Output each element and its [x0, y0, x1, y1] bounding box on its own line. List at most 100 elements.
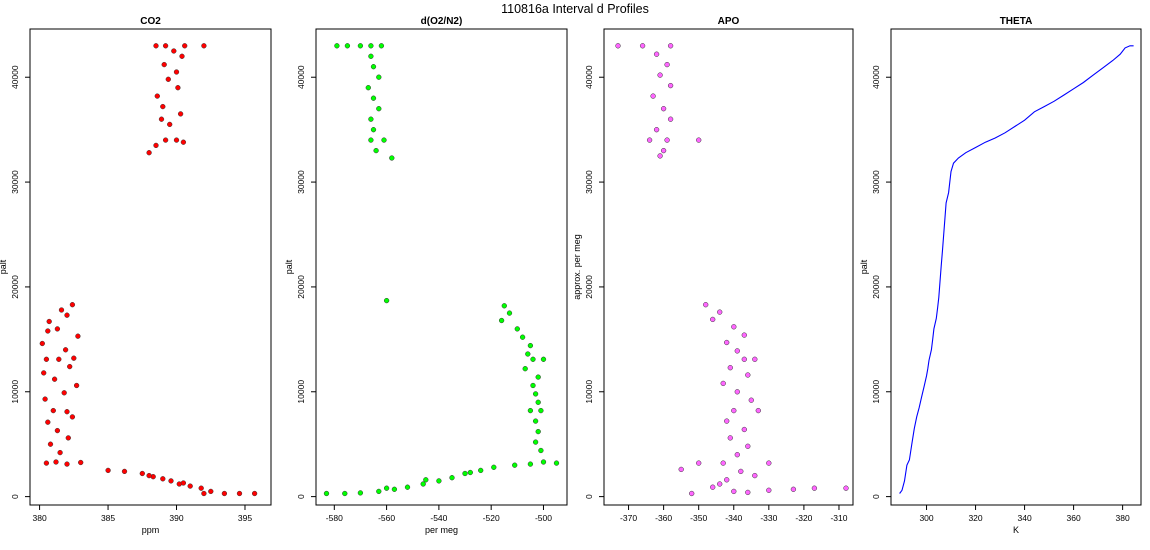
panel-3: APO approx. per meg -370 -360 -350 -340 -330 -3…: [572, 16, 854, 523]
data-point: [64, 409, 70, 415]
data-point: [436, 478, 442, 484]
data-point: [171, 48, 177, 54]
data-point: [57, 449, 63, 456]
plot-frame: [29, 28, 272, 506]
data-point: [376, 106, 382, 112]
data-point: [667, 43, 674, 49]
plot-frame: [315, 28, 568, 506]
data-point: [391, 486, 398, 492]
y-tick-label: 0: [584, 494, 594, 499]
data-point: [180, 480, 187, 486]
data-point: [734, 452, 740, 458]
data-point: [664, 137, 670, 143]
data-point: [139, 470, 145, 477]
panel-title: APO: [718, 16, 740, 27]
y-tick-label: 40000: [296, 65, 306, 89]
data-point: [527, 407, 534, 414]
data-point: [62, 347, 69, 353]
data-point: [748, 397, 754, 403]
data-point: [53, 459, 59, 465]
x-tick-label: -580: [326, 513, 343, 523]
data-point: [731, 324, 737, 330]
data-point: [449, 475, 455, 481]
data-point: [42, 396, 48, 402]
data-point: [376, 488, 382, 495]
x-tick-label: -370: [620, 513, 637, 523]
data-point: [160, 476, 166, 482]
data-point: [615, 43, 621, 49]
plot-frame: [890, 28, 1142, 506]
data-point: [467, 469, 473, 476]
y-tick-label: 0: [871, 494, 881, 499]
data-point: [553, 460, 560, 466]
data-point: [653, 51, 660, 57]
data-point: [370, 95, 377, 101]
data-point: [334, 43, 340, 49]
x-tick-label: -540: [430, 513, 447, 523]
data-point: [519, 334, 526, 340]
data-point: [368, 53, 374, 59]
data-point: [752, 472, 758, 479]
data-point: [46, 318, 52, 325]
data-point: [344, 43, 351, 49]
y-axis-label: approx. per meg: [572, 234, 582, 300]
data-point: [660, 106, 667, 112]
data-point: [167, 121, 173, 128]
data-point: [64, 461, 70, 467]
y-tick-label: 20000: [871, 275, 881, 299]
x-axis-label: ppm: [142, 525, 160, 535]
data-point: [146, 150, 152, 156]
data-point: [45, 328, 51, 334]
data-point: [752, 356, 758, 362]
data-point: [512, 462, 518, 468]
data-point: [724, 339, 730, 346]
data-point: [498, 317, 505, 324]
x-tick-label: -520: [483, 513, 500, 523]
data-point: [43, 356, 50, 362]
panel-title: d(O2/N2): [421, 16, 463, 27]
data-point: [696, 460, 702, 466]
data-point: [731, 407, 737, 414]
data-point: [538, 447, 544, 454]
panel-title: CO2: [140, 16, 161, 27]
data-point: [530, 356, 536, 362]
data-point: [251, 490, 258, 497]
y-tick-label: 10000: [10, 380, 20, 404]
data-point: [462, 470, 468, 477]
x-tick-label: 380: [32, 513, 46, 523]
data-point: [404, 484, 411, 490]
data-point: [121, 468, 128, 475]
data-point: [162, 43, 169, 49]
data-point: [368, 137, 374, 143]
data-point: [75, 333, 81, 339]
data-point: [47, 441, 54, 447]
data-point: [187, 483, 193, 489]
x-tick-label: -500: [535, 513, 552, 523]
data-point: [43, 460, 50, 466]
data-point: [58, 307, 65, 313]
data-point: [664, 61, 670, 68]
data-point: [745, 489, 751, 496]
data-point: [179, 53, 185, 59]
data-point: [527, 342, 534, 349]
data-point: [78, 459, 84, 466]
plot-frame: [603, 28, 854, 506]
data-point: [734, 389, 740, 395]
y-tick-label: 30000: [871, 170, 881, 194]
data-point: [667, 82, 674, 89]
data-point: [370, 64, 377, 70]
y-tick-label: 20000: [584, 275, 594, 299]
y-axis-label: palt: [0, 259, 8, 274]
data-point: [160, 103, 166, 110]
x-tick-label: -350: [690, 513, 707, 523]
data-point: [370, 127, 377, 133]
data-point: [755, 407, 761, 414]
y-tick-label: 40000: [871, 65, 881, 89]
data-point: [678, 466, 684, 473]
data-point: [766, 487, 772, 493]
data-point: [724, 418, 730, 424]
data-point: [491, 464, 497, 470]
data-point: [650, 93, 656, 99]
data-point: [530, 382, 536, 389]
data-point: [423, 477, 429, 483]
